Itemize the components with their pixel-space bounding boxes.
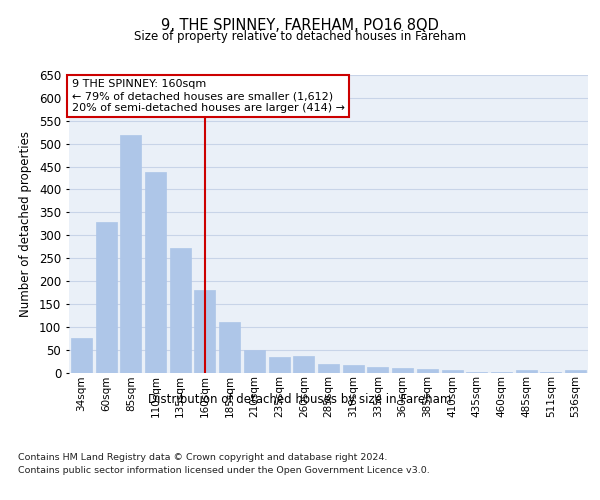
Bar	[71, 338, 92, 372]
Bar	[194, 290, 215, 372]
Bar	[318, 364, 339, 372]
Bar	[343, 365, 364, 372]
Bar	[269, 357, 290, 372]
Bar	[95, 222, 116, 372]
Bar	[244, 350, 265, 372]
Text: 9, THE SPINNEY, FAREHAM, PO16 8QD: 9, THE SPINNEY, FAREHAM, PO16 8QD	[161, 18, 439, 32]
Text: 9 THE SPINNEY: 160sqm
← 79% of detached houses are smaller (1,612)
20% of semi-d: 9 THE SPINNEY: 160sqm ← 79% of detached …	[71, 80, 344, 112]
Text: Contains HM Land Registry data © Crown copyright and database right 2024.: Contains HM Land Registry data © Crown c…	[18, 452, 388, 462]
Bar	[565, 370, 586, 372]
Bar	[417, 369, 438, 372]
Bar	[392, 368, 413, 372]
Text: Contains public sector information licensed under the Open Government Licence v3: Contains public sector information licen…	[18, 466, 430, 475]
Y-axis label: Number of detached properties: Number of detached properties	[19, 130, 32, 317]
Bar	[293, 356, 314, 372]
Bar	[145, 172, 166, 372]
Bar	[516, 370, 537, 372]
Text: Distribution of detached houses by size in Fareham: Distribution of detached houses by size …	[148, 392, 452, 406]
Bar	[367, 366, 388, 372]
Text: Size of property relative to detached houses in Fareham: Size of property relative to detached ho…	[134, 30, 466, 43]
Bar	[219, 322, 240, 372]
Bar	[120, 135, 141, 372]
Bar	[442, 370, 463, 372]
Bar	[170, 248, 191, 372]
